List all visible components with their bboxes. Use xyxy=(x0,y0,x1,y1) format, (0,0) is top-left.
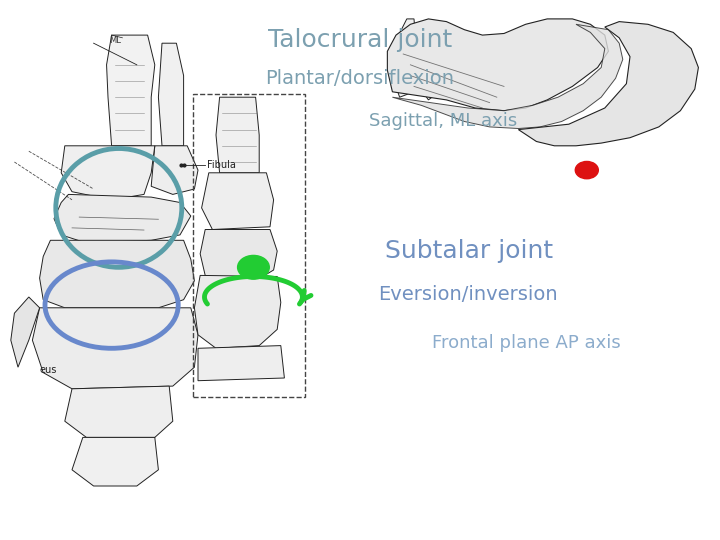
Polygon shape xyxy=(392,19,418,97)
Polygon shape xyxy=(151,146,198,194)
Polygon shape xyxy=(202,173,274,230)
Polygon shape xyxy=(216,97,259,173)
Text: Subtalar joint: Subtalar joint xyxy=(385,239,554,263)
Polygon shape xyxy=(61,146,155,200)
Polygon shape xyxy=(416,24,439,100)
Polygon shape xyxy=(392,24,623,129)
Text: Plantar/dorsiflexion: Plantar/dorsiflexion xyxy=(266,69,454,88)
Polygon shape xyxy=(11,297,40,367)
Polygon shape xyxy=(198,346,284,381)
Text: Sagittal, ML axis: Sagittal, ML axis xyxy=(369,112,517,131)
Text: Frontal plane AP axis: Frontal plane AP axis xyxy=(432,334,621,352)
Polygon shape xyxy=(40,240,194,308)
Circle shape xyxy=(238,255,269,279)
Text: eus: eus xyxy=(40,365,57,375)
Polygon shape xyxy=(54,194,191,243)
Text: ML: ML xyxy=(109,36,121,45)
Polygon shape xyxy=(194,275,281,348)
Circle shape xyxy=(575,161,598,179)
Polygon shape xyxy=(200,230,277,284)
Text: Talocrural joint: Talocrural joint xyxy=(268,29,452,52)
Polygon shape xyxy=(158,43,184,146)
Polygon shape xyxy=(65,386,173,437)
Text: Fibula: Fibula xyxy=(207,160,235,170)
Polygon shape xyxy=(72,437,158,486)
Polygon shape xyxy=(387,19,608,111)
Polygon shape xyxy=(518,22,698,146)
Polygon shape xyxy=(107,35,155,146)
Polygon shape xyxy=(32,308,198,389)
Text: Eversion/inversion: Eversion/inversion xyxy=(378,285,557,304)
